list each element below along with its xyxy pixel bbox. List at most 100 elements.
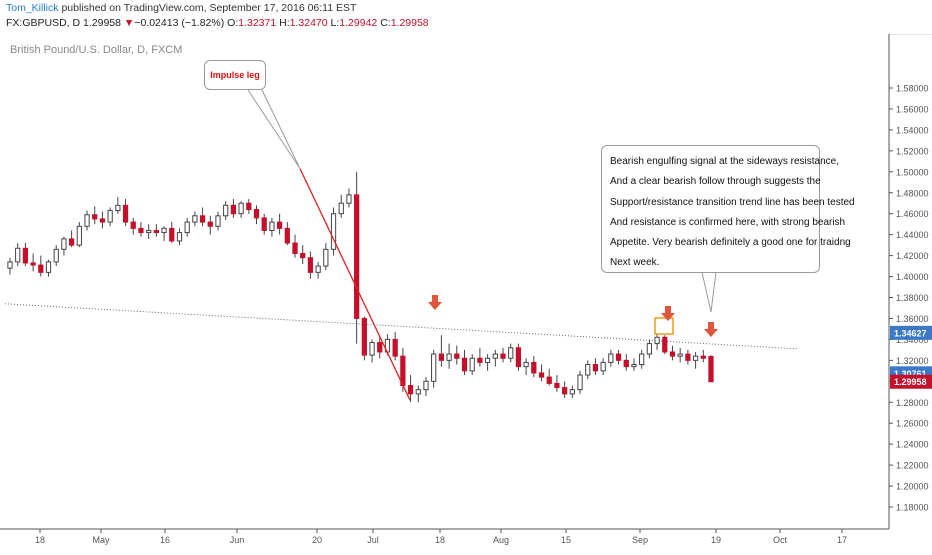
candle-body bbox=[138, 227, 144, 234]
low-label: L: bbox=[330, 17, 340, 29]
candle-body bbox=[161, 227, 167, 234]
y-tick-label: 1.28000 bbox=[896, 398, 929, 408]
candle-body bbox=[438, 353, 445, 361]
candle-body bbox=[454, 353, 460, 359]
candle-body bbox=[22, 247, 29, 264]
candle-body bbox=[585, 364, 591, 376]
low-value: 1.29942 bbox=[339, 17, 378, 29]
y-tick-label: 1.58000 bbox=[896, 84, 929, 94]
x-tick-label: Jul bbox=[367, 535, 379, 545]
candle-body bbox=[300, 253, 306, 259]
candle-body bbox=[600, 361, 606, 372]
candle-body bbox=[330, 213, 337, 250]
impulse-annotation[interactable]: Impulse leg bbox=[204, 60, 266, 90]
down-arrow-marker bbox=[661, 306, 675, 321]
impulse-callout-pointer bbox=[247, 89, 301, 169]
x-tick-label: 18 bbox=[435, 535, 445, 545]
y-tick-label: 1.52000 bbox=[896, 146, 929, 156]
y-tick-label: 1.54000 bbox=[896, 125, 929, 135]
candle-body bbox=[431, 353, 437, 382]
candle-body bbox=[692, 355, 699, 361]
quote-line: FX:GBPUSD, D 1.29958 ▼−0.02413 (−1.82%) … bbox=[6, 17, 429, 29]
candle-body bbox=[392, 338, 398, 357]
y-tick-label: 1.56000 bbox=[896, 104, 929, 114]
candle-body bbox=[284, 227, 290, 244]
candle-body bbox=[253, 209, 260, 219]
engulfing-highlight-box bbox=[654, 317, 674, 335]
candle-body bbox=[84, 214, 90, 227]
candle-body bbox=[415, 389, 421, 395]
y-tick-label: 1.50000 bbox=[896, 167, 929, 177]
candle-body bbox=[639, 353, 645, 366]
candle-body bbox=[199, 215, 206, 223]
author-link[interactable]: Tom_Killick bbox=[6, 2, 59, 14]
y-tick-label: 1.18000 bbox=[896, 503, 929, 513]
candle-body bbox=[631, 364, 637, 368]
x-tick-label: Sep bbox=[632, 535, 648, 545]
analysis-annotation[interactable]: Bearish engulfing signal at the sideways… bbox=[601, 145, 855, 273]
open-label: O: bbox=[227, 17, 239, 29]
candle-body bbox=[515, 347, 522, 368]
annotation-line: Bearish engulfing signal at the sideways… bbox=[610, 156, 840, 167]
trend-line bbox=[4, 303, 798, 350]
candle-body bbox=[76, 225, 82, 246]
candle-body bbox=[45, 261, 52, 273]
candle-body bbox=[184, 221, 190, 234]
candle-body bbox=[377, 342, 383, 353]
price-tag-label: 1.29958 bbox=[894, 377, 927, 387]
candle-body bbox=[61, 238, 67, 250]
candle-body bbox=[446, 353, 452, 361]
annotation-line: Support/resistance transition trend line… bbox=[610, 196, 855, 208]
candle-body bbox=[592, 364, 599, 372]
x-tick-label: 16 bbox=[160, 535, 170, 545]
candle-body bbox=[685, 353, 691, 361]
x-tick-label: 19 bbox=[711, 535, 721, 545]
y-tick-label: 1.22000 bbox=[896, 461, 929, 471]
candle-body bbox=[669, 351, 676, 357]
y-tick-label: 1.34000 bbox=[896, 335, 929, 345]
x-tick-label: 17 bbox=[837, 535, 847, 545]
annotation-line: Appetite. Very bearish definitely a good… bbox=[610, 237, 851, 249]
candle-body bbox=[346, 194, 352, 204]
candle-body bbox=[15, 247, 21, 263]
price-tag bbox=[890, 325, 932, 340]
candle-body bbox=[130, 221, 136, 229]
annotation-line: And a clear bearish follow through sugge… bbox=[610, 176, 821, 188]
open-value: 1.32371 bbox=[238, 17, 277, 29]
candle-body bbox=[153, 229, 159, 234]
candle-body bbox=[554, 382, 560, 389]
y-tick-label: 1.36000 bbox=[896, 314, 929, 324]
impulse-line bbox=[299, 168, 411, 401]
candle-body bbox=[146, 229, 152, 234]
candle-body bbox=[546, 376, 552, 384]
candlestick-chart[interactable]: 1.18000 1.20000 1.22000 1.24000 1.26000 1.280… bbox=[0, 34, 932, 550]
candle-body bbox=[246, 202, 252, 211]
series-label: British Pound/U.S. Dollar, D, FXCM bbox=[10, 44, 183, 56]
candle-body bbox=[423, 380, 429, 391]
y-tick-label: 1.46000 bbox=[896, 209, 929, 219]
down-arrow-marker bbox=[704, 322, 718, 337]
candle-body bbox=[338, 202, 344, 215]
high-value: 1.32470 bbox=[289, 17, 328, 29]
candle-body bbox=[562, 387, 568, 395]
price-tag bbox=[890, 374, 932, 389]
candle-body bbox=[700, 355, 706, 359]
candle-body bbox=[307, 257, 314, 273]
annotation-line: And resistance is confirmed here, with s… bbox=[610, 216, 846, 228]
candle-body bbox=[207, 221, 213, 227]
annotation-line: Next week. bbox=[610, 257, 660, 269]
candle-body bbox=[169, 227, 175, 242]
x-tick-label: 18 bbox=[35, 535, 45, 545]
x-tick-label: 15 bbox=[561, 535, 571, 545]
candle-body bbox=[192, 215, 198, 223]
down-arrow-marker bbox=[428, 295, 442, 310]
chart-area[interactable]: 1.18000 1.20000 1.22000 1.24000 1.26000 1.280… bbox=[0, 34, 932, 550]
y-tick-label: 1.32000 bbox=[896, 356, 929, 366]
x-tick-label: Jun bbox=[230, 535, 245, 545]
candle-body bbox=[708, 355, 714, 383]
publish-line: Tom_Killick published on TradingView.com… bbox=[6, 2, 356, 14]
candle-body bbox=[538, 372, 545, 378]
candle-body bbox=[7, 261, 13, 269]
y-tick-label: 1.24000 bbox=[896, 440, 929, 450]
candle-body bbox=[99, 218, 106, 223]
